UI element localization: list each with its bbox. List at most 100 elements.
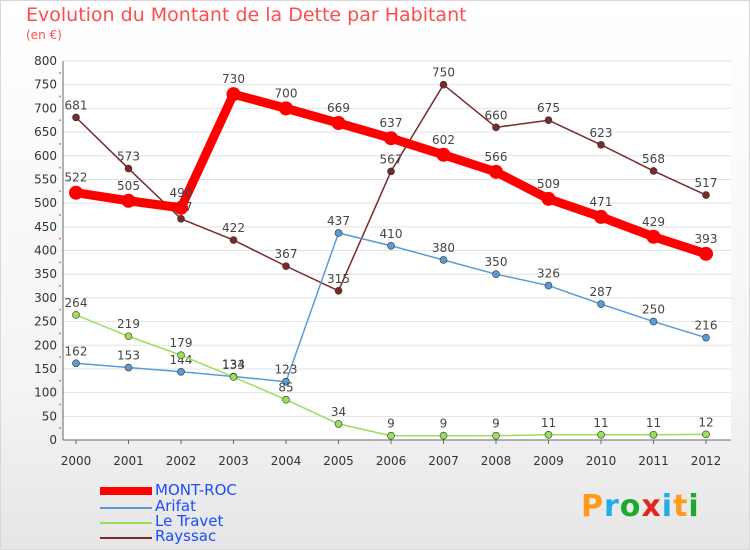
y-minor-tick (59, 166, 61, 169)
data-point (492, 270, 500, 278)
data-label: 637 (380, 116, 403, 130)
data-point (492, 123, 500, 132)
data-label: 85 (278, 381, 293, 395)
data-point (69, 185, 83, 200)
legend-item-le-travet: Le Travet (100, 512, 300, 530)
data-point (387, 431, 395, 440)
y-tick-label: 700 (34, 101, 57, 115)
x-tick-label: 2000 (61, 454, 92, 468)
legend-item-arifat: Arifat (100, 497, 300, 515)
y-tick-label: 600 (34, 149, 57, 163)
data-point (177, 351, 185, 359)
data-point (702, 430, 710, 439)
y-minor-tick (59, 213, 61, 216)
data-point (279, 101, 293, 116)
chart-title: Evolution du Montant de la Dette par Hab… (26, 4, 467, 26)
logo-letter: P (581, 489, 604, 524)
data-label: 422 (222, 221, 245, 235)
data-point (387, 167, 395, 176)
data-label: 367 (275, 247, 298, 261)
data-label: 623 (590, 126, 613, 140)
data-label: 750 (432, 66, 455, 80)
data-label: 9 (440, 417, 448, 431)
data-point (594, 209, 608, 224)
data-point (544, 116, 553, 125)
legend-swatch-mont-roc (100, 487, 152, 495)
data-label: 522 (65, 171, 88, 185)
data-point (439, 256, 448, 264)
chart-unit-label: (en €) (26, 28, 62, 42)
data-point (384, 131, 398, 146)
y-minor-tick (59, 119, 61, 122)
y-minor-tick (59, 403, 61, 406)
data-point (331, 116, 346, 131)
y-minor-tick (59, 142, 61, 145)
y-tick-label: 100 (34, 386, 57, 400)
data-point (229, 236, 238, 244)
data-label: 509 (537, 177, 560, 191)
data-label: 315 (327, 272, 350, 286)
y-tick-label: 50 (42, 409, 57, 423)
data-label: 568 (642, 152, 665, 166)
data-point (226, 87, 241, 102)
x-tick-label: 2012 (691, 454, 722, 468)
data-label: 573 (117, 150, 140, 164)
y-tick-label: 450 (34, 220, 57, 234)
data-label: 9 (387, 417, 395, 431)
data-point (597, 300, 605, 308)
data-point (597, 430, 605, 439)
data-label: 162 (65, 344, 88, 358)
data-point (544, 430, 553, 439)
y-minor-tick (59, 379, 61, 382)
data-point (334, 286, 343, 295)
data-label: 410 (380, 227, 403, 241)
y-minor-tick (59, 285, 61, 288)
data-label: 153 (117, 349, 140, 363)
data-label: 11 (541, 416, 556, 430)
y-tick-label: 300 (34, 291, 57, 305)
logo-letter: i (661, 489, 674, 524)
data-label: 490 (170, 186, 193, 200)
data-label: 219 (117, 317, 140, 331)
data-label: 730 (222, 72, 245, 86)
data-label: 393 (695, 232, 718, 246)
data-label: 326 (537, 267, 560, 281)
data-point (649, 430, 658, 439)
data-label: 34 (331, 405, 346, 419)
data-label: 660 (485, 108, 508, 122)
data-label: 123 (275, 363, 298, 377)
logo-letter: i (688, 489, 700, 524)
x-tick-label: 2005 (323, 454, 354, 468)
data-label: 144 (170, 353, 193, 367)
y-tick-label: 550 (34, 172, 57, 186)
legend-item-rayssac: Rayssac (100, 527, 300, 545)
data-point (72, 113, 80, 122)
y-minor-tick (59, 95, 61, 98)
logo-letter: x (641, 489, 662, 524)
data-point (649, 317, 658, 326)
data-point (702, 333, 710, 342)
data-point (702, 191, 710, 199)
data-label: 675 (537, 101, 560, 115)
y-tick-label: 750 (34, 78, 57, 92)
data-label: 216 (695, 319, 718, 333)
data-label: 437 (327, 214, 350, 228)
y-minor-tick (59, 332, 61, 335)
y-tick-label: 650 (34, 125, 57, 139)
data-point (72, 359, 80, 368)
data-label: 517 (695, 176, 718, 190)
y-tick-label: 350 (34, 267, 57, 281)
x-tick-label: 2011 (638, 454, 669, 468)
y-tick-label: 800 (34, 54, 57, 68)
data-label: 380 (432, 241, 455, 255)
data-point (124, 332, 133, 341)
logo-letter: o (619, 489, 642, 524)
legend-item-mont-roc: MONT-ROC (100, 481, 300, 499)
logo-letter: r (604, 489, 620, 524)
data-point (282, 262, 290, 270)
x-tick-label: 2003 (218, 454, 249, 468)
y-tick-label: 200 (34, 338, 57, 352)
data-point (124, 164, 133, 173)
x-tick-label: 2006 (376, 454, 407, 468)
data-label: 134 (222, 358, 245, 372)
